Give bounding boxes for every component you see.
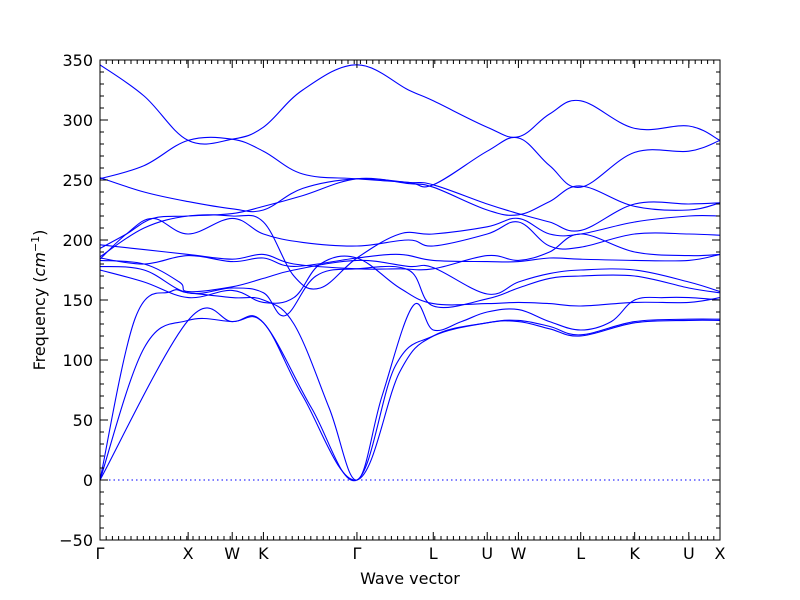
band-line-14 — [99, 64, 721, 145]
x-tick-label: Γ — [352, 544, 361, 563]
y-axis-label-close: ) — [30, 230, 49, 236]
y-tick-label: 250 — [62, 171, 93, 190]
x-tick-label: K — [258, 544, 269, 563]
tick-marks — [99, 59, 721, 541]
x-tick-label: L — [576, 544, 585, 563]
band-line-7 — [99, 253, 721, 267]
band-line-1 — [99, 307, 721, 481]
y-axis-label-text: Frequency ( — [30, 276, 49, 370]
band-line-10 — [99, 214, 721, 290]
y-axis-label-exponent: −1 — [29, 236, 42, 252]
y-tick-label: 300 — [62, 111, 93, 130]
plot-frame — [99, 59, 721, 541]
band-line-9 — [99, 217, 721, 260]
y-tick-label: 50 — [73, 411, 93, 430]
y-tick-label: 200 — [62, 231, 93, 250]
band-line-12 — [99, 177, 721, 232]
band-line-6 — [99, 259, 721, 295]
y-axis-label-unit: cm — [30, 252, 49, 276]
x-tick-label: W — [511, 544, 527, 563]
x-tick-label: X — [715, 544, 726, 563]
band-line-11 — [99, 177, 721, 249]
x-tick-label: U — [481, 544, 493, 563]
x-axis-label: Wave vector — [360, 569, 460, 588]
y-tick-label: 100 — [62, 351, 93, 370]
x-tick-label: W — [224, 544, 240, 563]
x-tick-label: Γ — [96, 544, 105, 563]
y-tick-labels: −50 0 50 100 150 200 250 300 350 — [59, 51, 93, 550]
band-line-8 — [99, 233, 721, 271]
band-line-3 — [99, 289, 721, 481]
x-tick-label: U — [683, 544, 695, 563]
band-line-4 — [99, 255, 721, 307]
y-tick-label: 350 — [62, 51, 93, 70]
y-tick-label: 0 — [83, 471, 93, 490]
band-lines — [99, 64, 721, 482]
x-tick-label: X — [183, 544, 194, 563]
band-line-2 — [99, 315, 721, 482]
y-tick-label: −50 — [59, 531, 93, 550]
x-tick-label: L — [429, 544, 438, 563]
x-tick-label: K — [629, 544, 640, 563]
band-line-5 — [99, 265, 721, 317]
y-axis-label: Frequency (cm−1) — [29, 230, 50, 371]
y-tick-label: 150 — [62, 291, 93, 310]
band-line-13 — [99, 136, 721, 188]
